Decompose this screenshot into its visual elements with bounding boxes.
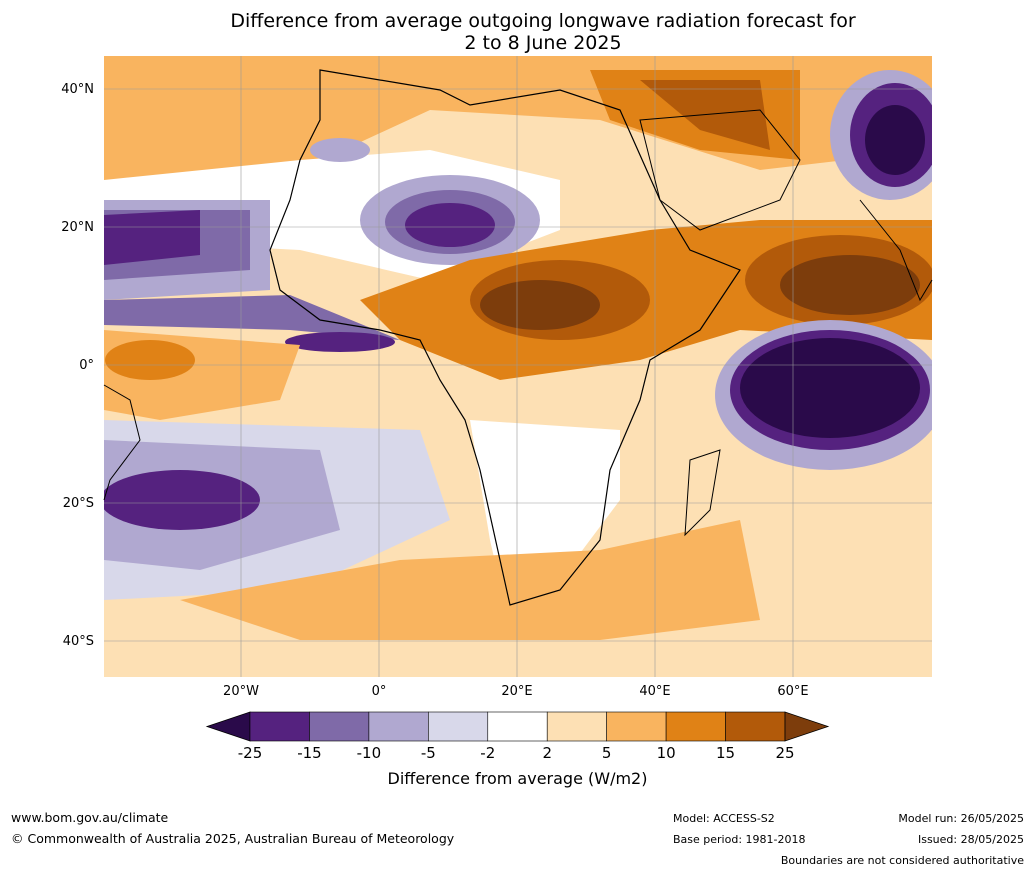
graticule <box>104 56 932 677</box>
lon-label-20e: 20°E <box>501 684 533 699</box>
footer-model: Model: ACCESS-S2 <box>673 812 775 825</box>
lon-label-40e: 40°E <box>639 684 671 699</box>
footer-disclaimer: Boundaries are not considered authoritat… <box>780 854 1024 867</box>
colorbar-swatch <box>487 711 548 742</box>
colorbar-tick-label: 2 <box>542 744 552 762</box>
colorbar-tick-label: 5 <box>601 744 612 762</box>
colorbar-title: Difference from average (W/m2) <box>387 769 648 788</box>
region-indian-ocean-neg3 <box>740 338 920 438</box>
colorbar-arrow-high <box>784 711 830 742</box>
region-central-africa-max <box>480 280 600 330</box>
colorbar-swatch <box>665 711 726 742</box>
madagascar-coastline <box>684 449 721 537</box>
lat-label-20n: 20°N <box>61 220 94 235</box>
region-arabian-sea-max <box>780 255 920 315</box>
colorbar-swatch <box>428 711 489 742</box>
region-guinea-neg2 <box>285 332 395 352</box>
colorbar-tick-label: 25 <box>775 744 795 762</box>
lon-label-20w: 20°W <box>223 684 259 699</box>
title-line-1: Difference from average outgoing longwav… <box>230 10 856 32</box>
lon-label-60e: 60°E <box>777 684 809 699</box>
colorbar-swatch <box>725 711 786 742</box>
colorbar-tick-label: -5 <box>420 744 436 762</box>
footer-model-run: Model run: 26/05/2025 <box>898 812 1024 825</box>
colorbar-tick-label: 15 <box>716 744 736 762</box>
lat-label-40n: 40°N <box>61 82 94 97</box>
lat-label-0: 0° <box>79 358 94 373</box>
footer-base-period: Base period: 1981-2018 <box>673 833 806 846</box>
colorbar-swatch <box>368 711 429 742</box>
arabia-coastline <box>639 109 801 231</box>
colorbar-swatch <box>309 711 370 742</box>
chart-title: Difference from average outgoing longwav… <box>100 10 986 54</box>
colorbar-swatch <box>249 711 310 742</box>
title-line-2: 2 to 8 June 2025 <box>464 32 622 54</box>
colorbar-tick-label: 10 <box>656 744 676 762</box>
colorbar-tick-label: -15 <box>297 744 322 762</box>
region-east-atlantic-strong <box>105 340 195 380</box>
region-south-atlantic-neg3 <box>104 470 260 530</box>
colorbar <box>205 711 830 742</box>
lon-label-0: 0° <box>371 684 387 699</box>
colorbar-tick-label: -2 <box>480 744 496 762</box>
region-atlantic-neg3 <box>104 210 200 265</box>
footer-copyright: © Commonwealth of Australia 2025, Austra… <box>11 831 455 846</box>
africa-coastline <box>269 69 741 606</box>
lat-label-20s: 20°S <box>62 496 94 511</box>
india-coastline <box>859 199 933 302</box>
footer-website: www.bom.gov.au/climate <box>11 810 169 825</box>
south-america-coastline <box>103 384 141 501</box>
map-field <box>104 56 932 677</box>
lat-label-40s: 40°S <box>62 634 94 649</box>
colorbar-tick-label: -25 <box>237 744 263 762</box>
region-nw-africa-neg <box>310 138 370 162</box>
footer-issued: Issued: 28/05/2025 <box>917 833 1024 846</box>
colorbar-swatch <box>546 711 607 742</box>
region-sahel-neg3 <box>405 203 495 247</box>
colorbar-arrow-low <box>205 711 251 742</box>
region-southern-ocean-positive <box>180 520 760 640</box>
region-guinea-negative <box>104 295 400 340</box>
colorbar-swatch <box>606 711 667 742</box>
region-asia-neg3 <box>865 105 925 175</box>
colorbar-tick-label: -10 <box>356 744 382 762</box>
